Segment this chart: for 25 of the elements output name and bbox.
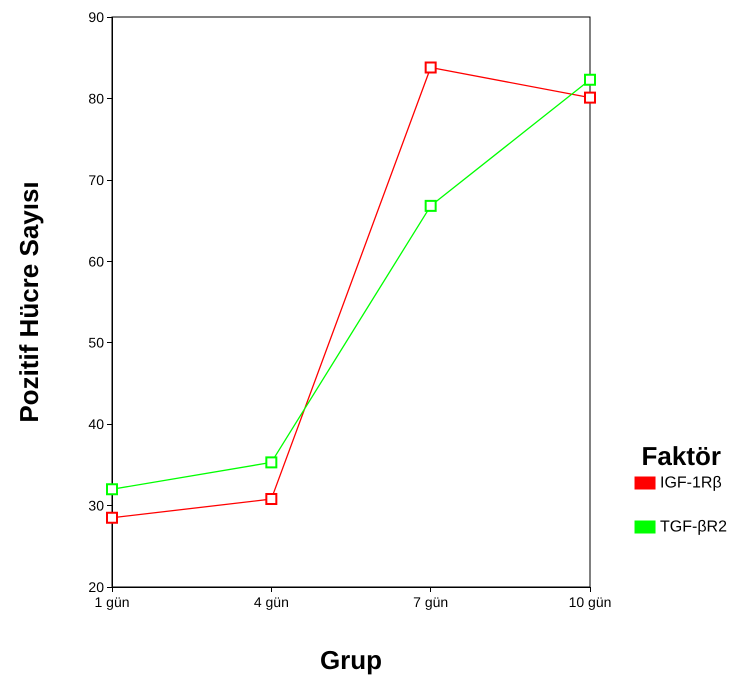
y-tick-label: 80 [88, 90, 104, 106]
x-axis-title: Grup [320, 645, 382, 675]
y-tick-label: 50 [88, 334, 104, 351]
point [106, 512, 118, 524]
point [424, 200, 437, 212]
x-tick-label: 1 gün [94, 594, 130, 610]
point [584, 92, 596, 104]
y-tick-label: 70 [88, 172, 104, 188]
y-tick-label: 90 [88, 9, 104, 25]
y-tick-label: 60 [88, 253, 104, 270]
point [584, 74, 596, 86]
y-axis-title: Pozitif Hücre Sayısı [14, 181, 44, 423]
legend-title: Faktör [642, 441, 722, 471]
y-tick-label: 40 [88, 416, 104, 432]
point [265, 493, 278, 506]
point [106, 483, 118, 496]
y-tick-label: 30 [88, 498, 104, 514]
point [424, 61, 437, 74]
legend-label: IGF-1Rβ [660, 474, 722, 492]
y-tick-label: 20 [88, 579, 104, 595]
x-tick-label: 7 gün [413, 594, 448, 610]
x-tick-label: 4 gün [254, 594, 289, 610]
legend-label: TGF-βR2 [660, 518, 728, 536]
point [265, 456, 278, 468]
x-tick-label: 10 gün [568, 594, 612, 610]
